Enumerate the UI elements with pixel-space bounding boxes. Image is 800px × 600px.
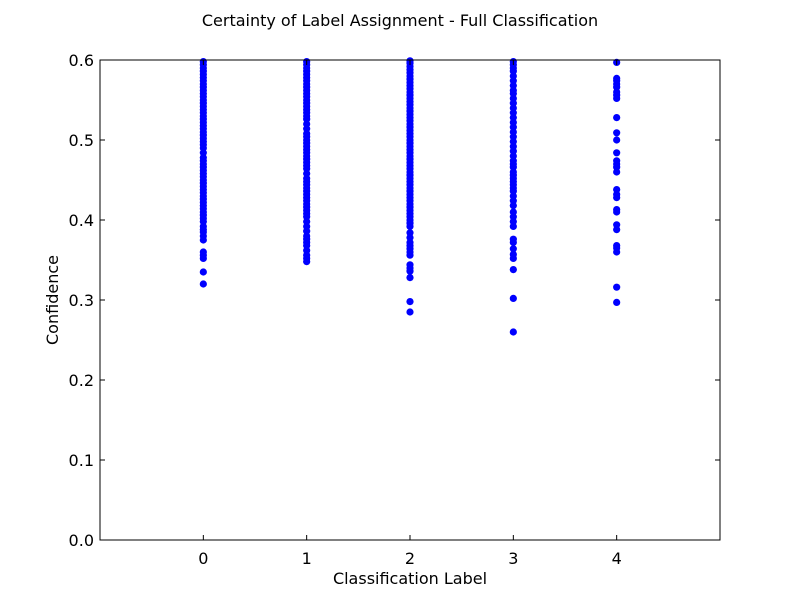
x-tick-label: 2 bbox=[405, 549, 415, 568]
data-point bbox=[509, 245, 517, 253]
data-point bbox=[613, 186, 621, 194]
data-point bbox=[199, 268, 207, 276]
y-axis-ticks: 0.0 0.1 0.2 0.3 0.4 0.5 0.6 bbox=[69, 51, 720, 550]
data-point bbox=[406, 308, 414, 316]
x-tick-label: 1 bbox=[302, 549, 312, 568]
chart-title: Certainty of Label Assignment - Full Cla… bbox=[202, 11, 598, 30]
data-point bbox=[509, 250, 517, 258]
data-point bbox=[613, 74, 621, 82]
y-tick-label: 0.4 bbox=[69, 211, 94, 230]
data-point bbox=[509, 328, 517, 336]
data-point bbox=[509, 235, 517, 243]
data-point bbox=[509, 208, 517, 216]
data-point bbox=[509, 294, 517, 302]
y-tick-label: 0.0 bbox=[69, 531, 94, 550]
data-point bbox=[406, 274, 414, 282]
y-tick-label: 0.5 bbox=[69, 131, 94, 150]
data-point bbox=[199, 248, 207, 256]
data-point bbox=[613, 221, 621, 229]
data-point bbox=[613, 149, 621, 157]
y-tick-label: 0.6 bbox=[69, 51, 94, 70]
x-tick-label: 4 bbox=[612, 549, 622, 568]
x-tick-label: 3 bbox=[508, 549, 518, 568]
y-tick-label: 0.2 bbox=[69, 371, 94, 390]
data-point bbox=[406, 298, 414, 306]
data-point bbox=[613, 129, 621, 137]
data-point bbox=[406, 229, 414, 237]
data-point bbox=[613, 298, 621, 306]
data-point bbox=[613, 206, 621, 214]
x-axis-label: Classification Label bbox=[333, 569, 487, 588]
x-tick-label: 0 bbox=[198, 549, 208, 568]
data-point bbox=[613, 157, 621, 165]
data-point bbox=[509, 266, 517, 274]
data-points-group bbox=[199, 57, 621, 336]
data-point bbox=[406, 261, 414, 269]
data-point bbox=[613, 136, 621, 144]
data-point bbox=[199, 280, 207, 288]
data-point bbox=[613, 283, 621, 291]
data-point bbox=[613, 242, 621, 250]
y-tick-label: 0.1 bbox=[69, 451, 94, 470]
data-point bbox=[613, 114, 621, 122]
x-axis-ticks: 0 1 2 3 4 bbox=[198, 60, 622, 568]
y-axis-label: Confidence bbox=[43, 255, 62, 345]
y-tick-label: 0.3 bbox=[69, 291, 94, 310]
